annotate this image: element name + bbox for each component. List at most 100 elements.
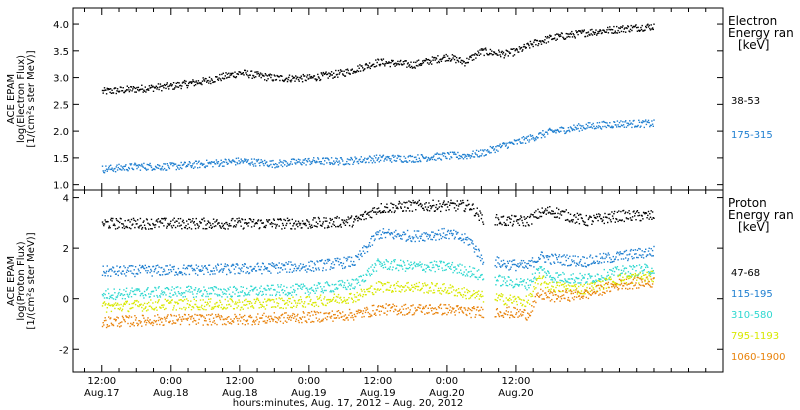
- data-point: [194, 160, 197, 162]
- data-point: [287, 164, 289, 166]
- data-point: [506, 299, 509, 301]
- data-point: [580, 32, 583, 34]
- data-point: [188, 303, 191, 306]
- data-point: [231, 264, 233, 266]
- data-point: [332, 298, 334, 301]
- data-point: [511, 263, 514, 266]
- data-point: [134, 289, 136, 292]
- data-point: [594, 262, 596, 264]
- data-point: [143, 321, 146, 323]
- data-point: [570, 127, 572, 129]
- data-point: [199, 82, 201, 84]
- data-point: [565, 32, 567, 35]
- data-point: [488, 150, 490, 152]
- data-point: [103, 172, 106, 174]
- data-point: [235, 315, 238, 318]
- data-point: [395, 236, 398, 238]
- data-point: [578, 262, 581, 264]
- data-point: [460, 203, 463, 205]
- data-point: [197, 308, 200, 311]
- data-point: [425, 202, 427, 204]
- data-point: [112, 323, 114, 326]
- data-point: [185, 225, 187, 227]
- data-point: [446, 264, 448, 266]
- data-point: [252, 221, 254, 223]
- data-point: [232, 75, 235, 77]
- data-point: [445, 237, 447, 239]
- data-point: [272, 306, 274, 308]
- data-point: [207, 295, 209, 298]
- data-point: [636, 125, 639, 128]
- data-point: [634, 212, 636, 215]
- data-point: [200, 315, 202, 318]
- data-point: [366, 288, 369, 290]
- data-point: [203, 289, 206, 292]
- data-point: [159, 306, 161, 308]
- data-point: [212, 317, 215, 319]
- data-point: [373, 266, 376, 269]
- data-point: [540, 132, 542, 134]
- data-point: [193, 268, 195, 270]
- data-point: [116, 169, 119, 171]
- data-point: [270, 160, 273, 162]
- data-point: [177, 286, 179, 288]
- data-point: [439, 153, 441, 156]
- data-point: [226, 223, 229, 226]
- data-point: [444, 60, 447, 62]
- data-point: [319, 286, 322, 288]
- data-point: [446, 157, 448, 160]
- data-point: [148, 322, 151, 324]
- data-point: [194, 287, 197, 289]
- data-point: [132, 302, 135, 305]
- data-point: [614, 30, 616, 32]
- data-point: [244, 293, 246, 295]
- data-point: [298, 299, 300, 301]
- data-point: [301, 78, 303, 80]
- data-point: [227, 321, 229, 323]
- data-point: [282, 162, 284, 164]
- data-point: [433, 289, 435, 291]
- data-point: [571, 221, 574, 223]
- data-point: [527, 278, 529, 280]
- data-point: [501, 50, 503, 53]
- data-point: [163, 167, 166, 170]
- data-point: [211, 270, 213, 272]
- data-point: [210, 224, 212, 226]
- data-point: [500, 295, 502, 297]
- data-point: [315, 287, 317, 290]
- data-point: [504, 224, 506, 226]
- data-point: [238, 267, 240, 269]
- data-point: [573, 214, 576, 216]
- data-point: [129, 292, 131, 294]
- data-point: [180, 87, 182, 90]
- data-point: [322, 292, 324, 294]
- data-point: [587, 125, 589, 127]
- data-point: [125, 90, 127, 92]
- data-point: [243, 160, 245, 163]
- data-point: [222, 224, 224, 226]
- data-point: [457, 288, 460, 290]
- data-point: [159, 296, 162, 298]
- data-point: [207, 79, 209, 82]
- data-point: [327, 283, 329, 286]
- data-point: [223, 292, 226, 295]
- data-point: [267, 78, 269, 80]
- data-point: [611, 211, 613, 213]
- data-point: [171, 84, 173, 86]
- data-point: [568, 290, 570, 292]
- data-point: [215, 159, 218, 161]
- data-point: [174, 301, 176, 303]
- data-point: [644, 120, 646, 123]
- data-point: [591, 281, 594, 283]
- data-point: [141, 292, 144, 295]
- data-point: [181, 274, 184, 276]
- data-point: [157, 167, 160, 169]
- data-point: [461, 233, 463, 236]
- data-point: [314, 161, 316, 163]
- data-point: [288, 219, 291, 221]
- data-point: [295, 306, 298, 308]
- data-point: [188, 306, 190, 309]
- data-point: [431, 63, 433, 65]
- data-point: [379, 154, 381, 157]
- data-point: [631, 26, 634, 29]
